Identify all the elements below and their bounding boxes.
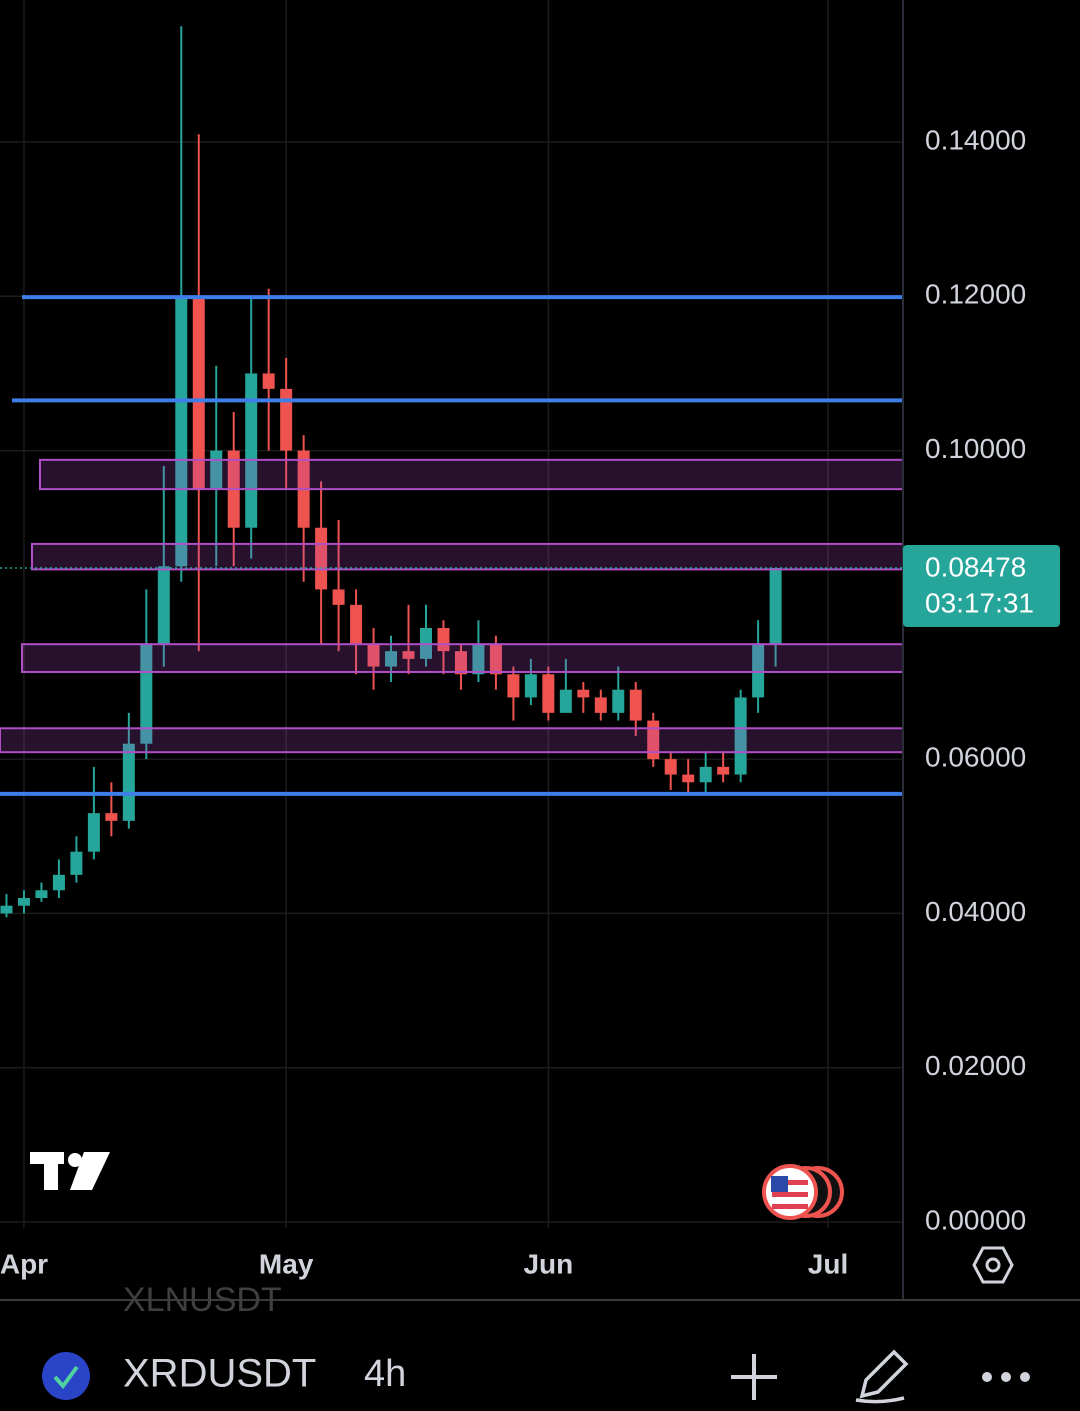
candle-body [70, 851, 83, 875]
candle-body [175, 296, 188, 567]
candle-body [717, 766, 730, 775]
x-tick-label: Apr [0, 1248, 48, 1279]
candle-body [489, 643, 502, 675]
x-tick-label: Jun [523, 1248, 573, 1279]
watermark: XLNUSDT [123, 1281, 282, 1319]
symbol[interactable]: XRDUSDT [123, 1352, 316, 1396]
candle-body [245, 373, 258, 528]
candle-body [734, 697, 747, 775]
dot [982, 1372, 992, 1382]
pencil [859, 1349, 909, 1399]
plot-area [0, 26, 903, 918]
candle-body [385, 651, 398, 667]
candle-body [612, 689, 625, 713]
candle-body [699, 766, 712, 783]
flag-canton [771, 1176, 788, 1192]
candle-body [559, 689, 572, 713]
zone [21, 643, 903, 673]
candle-body [769, 567, 782, 644]
pencil-line [855, 1396, 905, 1404]
candle-body [140, 643, 153, 744]
candle-body [454, 651, 467, 675]
symbol-icon[interactable] [42, 1352, 90, 1400]
logo-part [70, 1152, 110, 1190]
candle-body [105, 813, 118, 821]
x-tick-label: Jul [808, 1248, 848, 1279]
dot [1001, 1372, 1011, 1382]
symbol-check [53, 1365, 79, 1390]
event-icons[interactable] [762, 1164, 844, 1220]
candle-body [682, 774, 695, 783]
candle-body [629, 689, 642, 721]
logo-part [44, 1152, 58, 1190]
candle-body [402, 651, 415, 659]
more-button[interactable] [982, 1372, 1030, 1382]
settings-icon[interactable] [972, 1246, 1014, 1284]
candle-body [507, 674, 520, 698]
candle-body [262, 373, 275, 389]
axes: 0.00000 0.02000 0.04000 0.06000 0.10000 0.120… [0, 124, 1026, 1279]
flag-stripe [772, 1180, 808, 1185]
y-tick-label: 0.00000 [925, 1204, 1026, 1235]
countdown: 03:17:31 [925, 587, 1034, 618]
candle-body [350, 604, 363, 644]
flag-stripe [772, 1204, 808, 1209]
zone [31, 542, 903, 571]
candle-body [437, 628, 450, 652]
y-tick-label: 0.10000 [925, 433, 1026, 464]
hexagon-center [985, 1257, 1001, 1273]
zone [0, 727, 903, 754]
draw-button[interactable] [855, 1349, 909, 1404]
candle-body [280, 388, 293, 451]
candle-body [472, 643, 485, 675]
y-tick-label: 0.12000 [925, 279, 1026, 310]
candle-body [577, 689, 590, 698]
candle-body [87, 813, 100, 852]
hexagon [972, 1246, 1014, 1284]
y-tick-label: 0.02000 [925, 1050, 1026, 1081]
last-price: 0.08478 03:17:31 [903, 544, 1060, 627]
candle-body [664, 759, 677, 775]
x-tick-label: May [259, 1248, 314, 1279]
candle-body [17, 897, 30, 906]
candle-body [594, 697, 607, 713]
y-tick-label: 0.06000 [925, 742, 1026, 773]
zone [39, 458, 903, 491]
y-tick-label: 0.04000 [925, 896, 1026, 927]
dot [1020, 1372, 1030, 1382]
logo-part [68, 1153, 82, 1167]
candle-body [192, 296, 205, 490]
last-price-label: 0.08478 [925, 551, 1026, 582]
flag-stripe [772, 1192, 808, 1197]
candle-body [647, 720, 660, 760]
tv-logo [30, 1152, 110, 1190]
last-price-box [903, 544, 1060, 627]
candle-body [35, 890, 48, 898]
candle-body [332, 589, 345, 605]
candle-body [524, 674, 537, 698]
candle-body [157, 566, 170, 644]
add-button[interactable] [731, 1354, 777, 1400]
interval[interactable]: 4h [364, 1353, 406, 1395]
candle-body [367, 643, 380, 667]
candle-body [122, 743, 135, 821]
candle-body [52, 874, 65, 891]
candle-body [542, 674, 555, 713]
y-tick-label: 0.14000 [925, 124, 1026, 155]
candle-body [752, 643, 765, 698]
candle-body [0, 905, 13, 914]
